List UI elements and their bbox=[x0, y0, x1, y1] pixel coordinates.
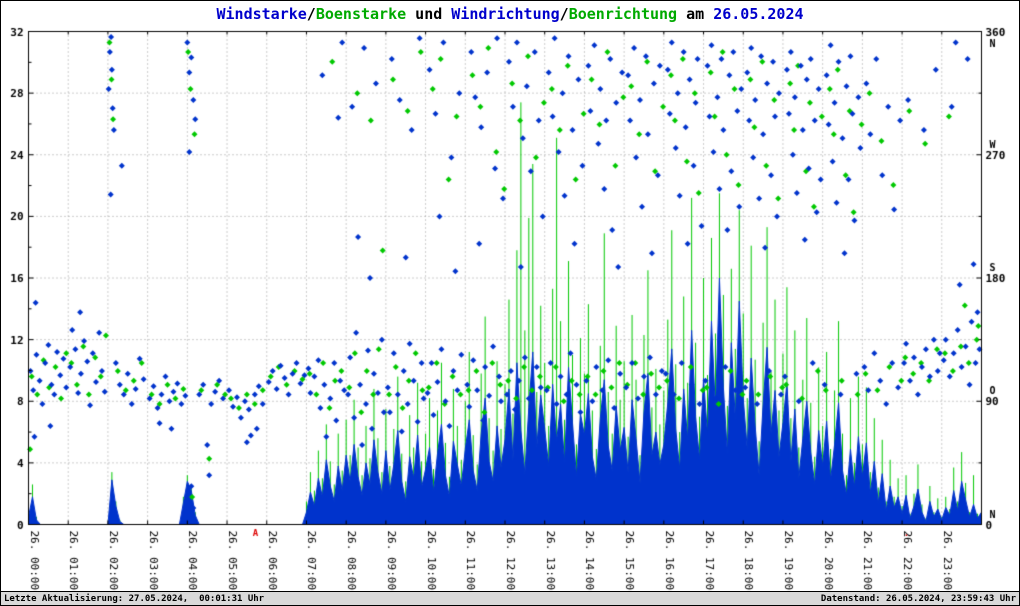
chart-title: Windstarke/Boenstarke und Windrichtung/B… bbox=[1, 5, 1019, 23]
footer-last-update: Letzte Aktualisierung: 27.05.2024, 00:01… bbox=[4, 594, 265, 604]
title-segment: Windrichtung bbox=[451, 5, 560, 23]
footer-bar: Letzte Aktualisierung: 27.05.2024, 00:01… bbox=[1, 591, 1019, 605]
title-segment: und bbox=[406, 5, 452, 23]
title-segment: / bbox=[306, 5, 316, 23]
title-segment: Windstarke bbox=[216, 5, 307, 23]
title-segment: 26.05.2024 bbox=[713, 5, 804, 23]
title-segment: Boenrichtung bbox=[568, 5, 678, 23]
title-segment: Boenstarke bbox=[315, 5, 407, 23]
title-segment: / bbox=[559, 5, 569, 23]
title-segment: am bbox=[677, 5, 714, 23]
footer-data-timestamp: Datenstand: 26.05.2024, 23:59:43 Uhr bbox=[820, 594, 1016, 604]
